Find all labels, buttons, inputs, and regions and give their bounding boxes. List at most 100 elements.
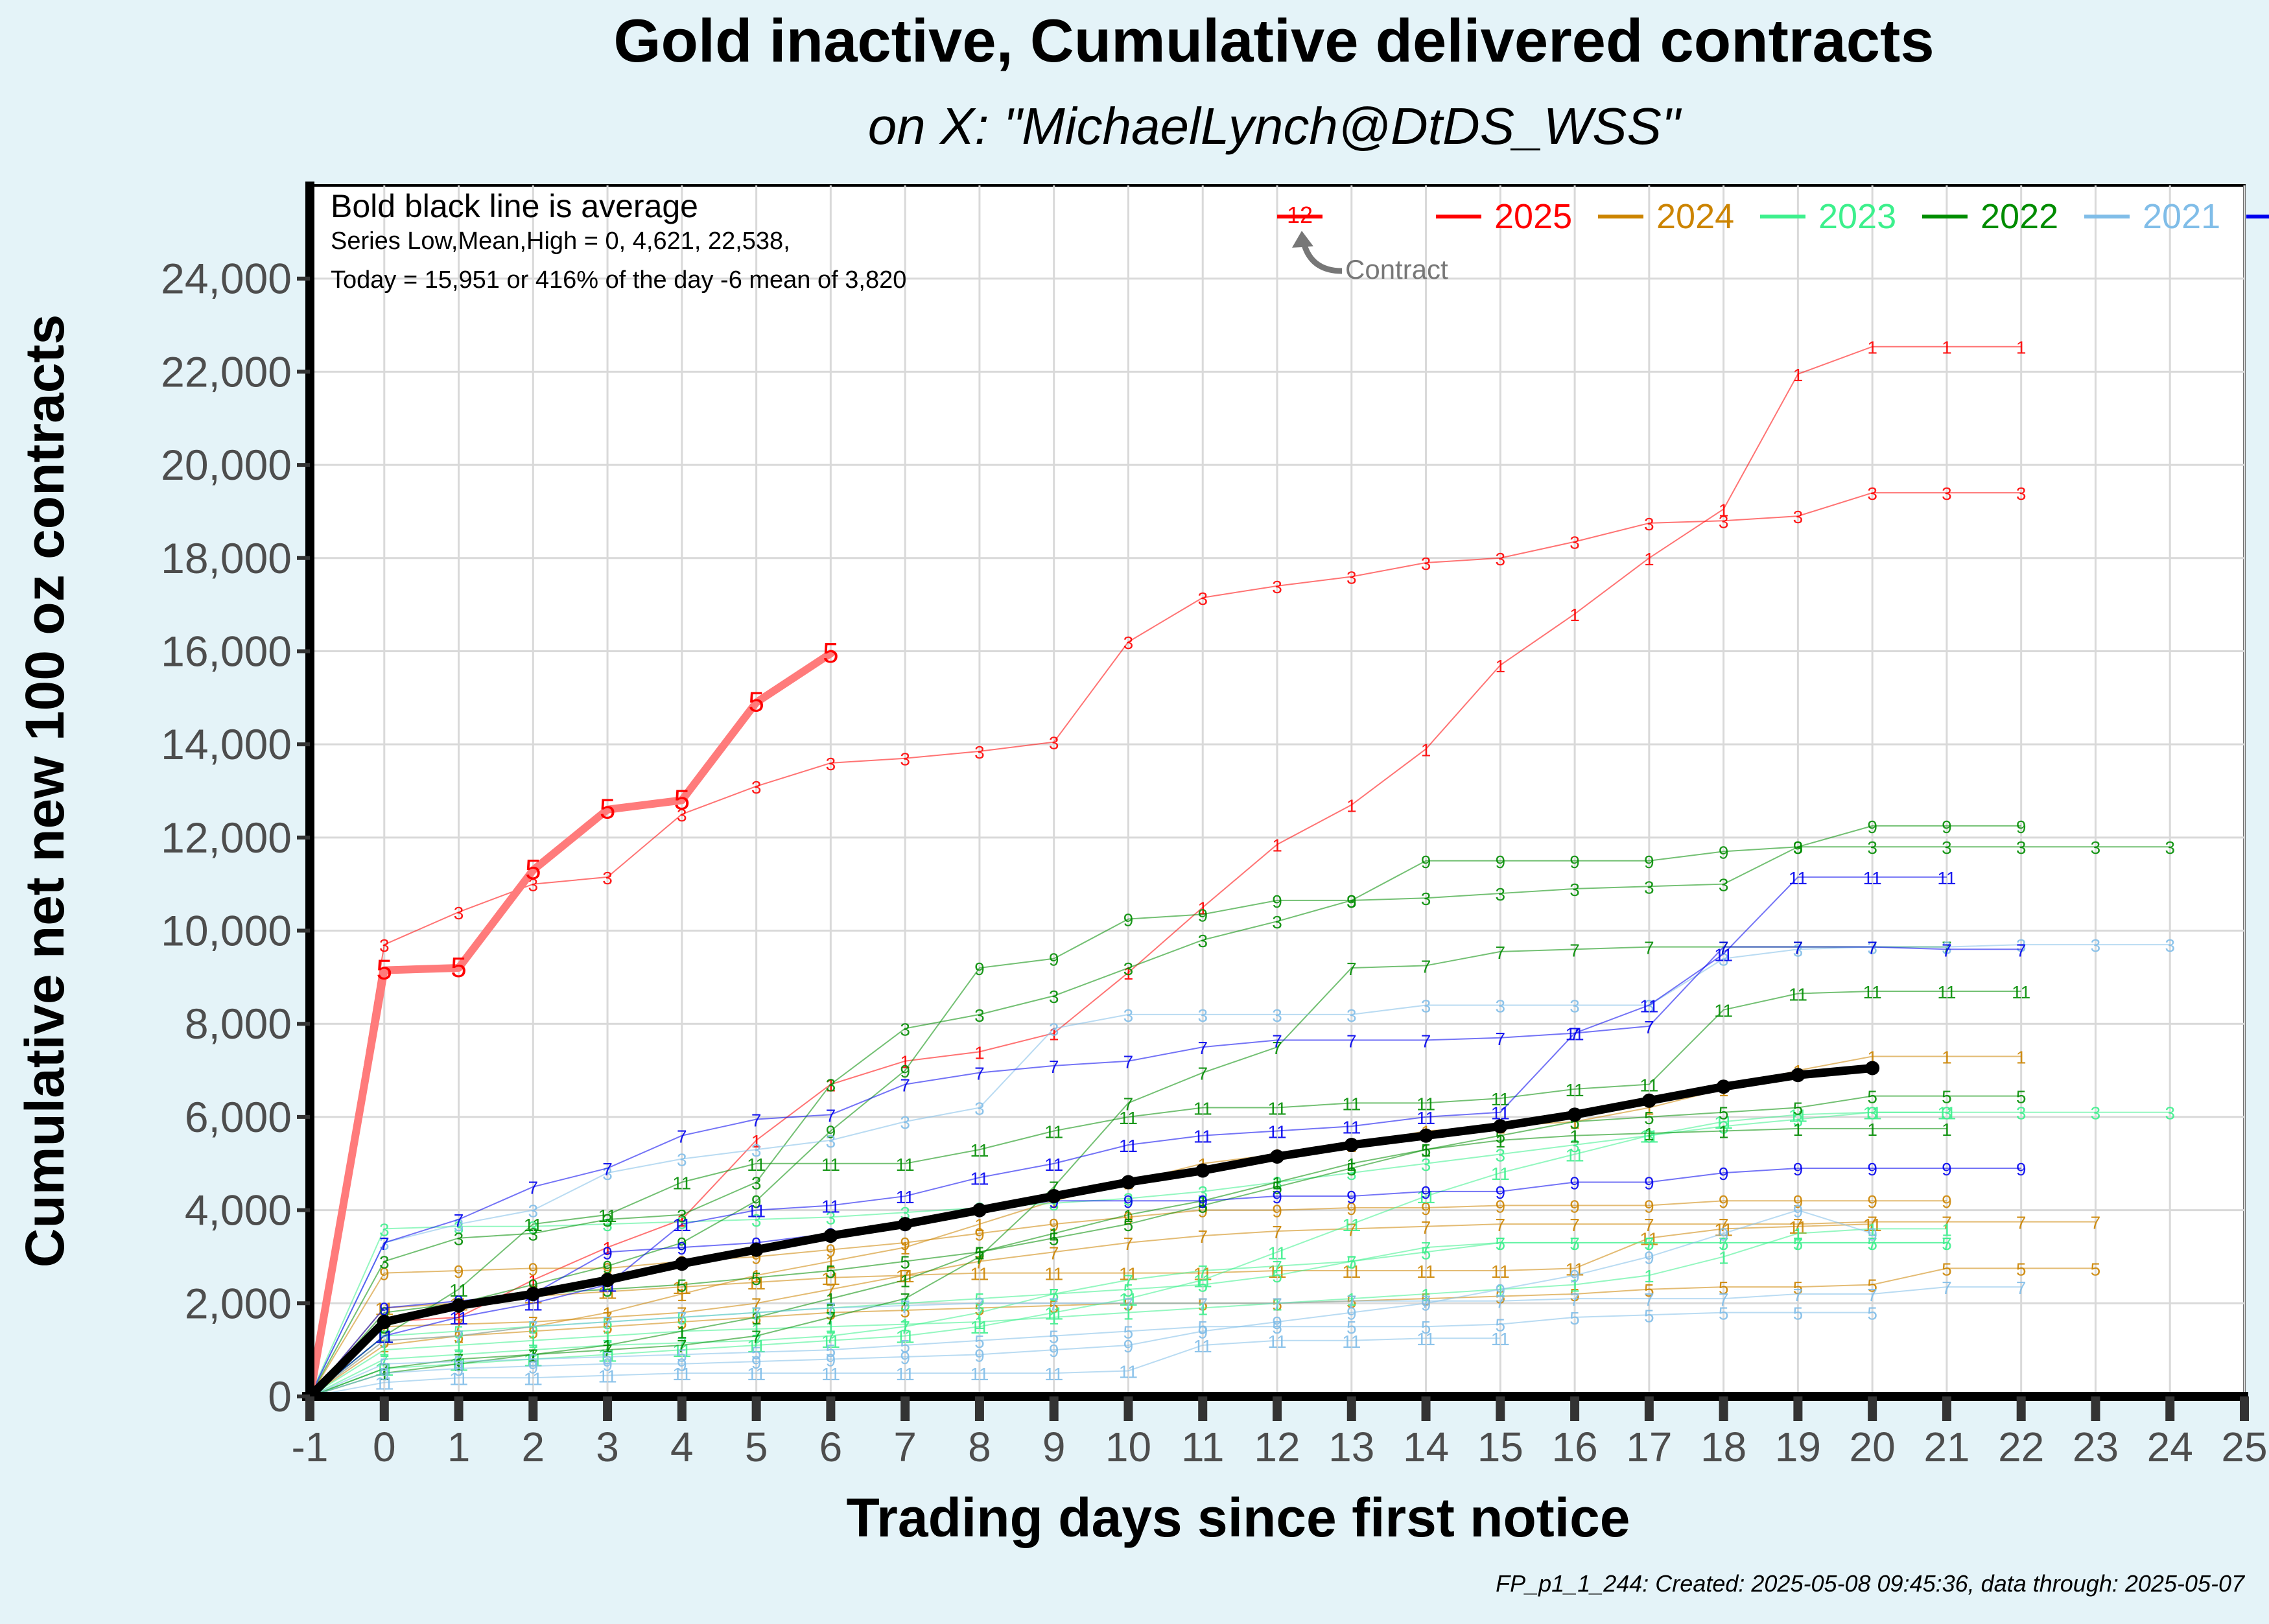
x-tick-label: 24 (2147, 1424, 2193, 1470)
point-label: 11 (1193, 1099, 1212, 1119)
point-label: 1 (602, 1304, 613, 1324)
series-line (309, 1111, 2170, 1397)
point-label: 7 (1123, 1094, 1134, 1114)
point-label: 5 (974, 1243, 985, 1263)
point-label: 5 (1197, 1317, 1208, 1337)
point-label: 5 (1197, 1294, 1208, 1314)
point-label: 5 (454, 1352, 464, 1372)
point-label: 11 (1491, 1164, 1510, 1184)
point-label: 9 (1496, 1183, 1506, 1203)
point-label: 7 (1197, 1262, 1208, 1282)
point-label: 7 (1867, 1213, 1877, 1233)
point-label: 5 (1719, 1278, 1729, 1298)
point-label: 5 (674, 784, 690, 816)
point-label: 3 (379, 1253, 390, 1273)
point-label: 5 (600, 794, 615, 825)
point-label: 9 (900, 1061, 910, 1081)
legend-items: 202520242023202220212020 (1436, 197, 2269, 236)
point-label: 5 (1197, 1276, 1208, 1296)
point-label: 9 (751, 1352, 762, 1372)
point-label: 9 (1719, 1225, 1729, 1245)
point-label: 1 (602, 1327, 613, 1347)
series-line (309, 946, 1947, 1397)
point-label: 11 (1491, 1329, 1510, 1349)
point-label: 11 (1267, 1122, 1286, 1142)
point-label: 5 (1644, 1306, 1654, 1326)
point-label: 3 (1123, 1006, 1134, 1026)
point-label: 3 (1569, 1136, 1580, 1156)
average-point (1195, 1163, 1210, 1178)
x-tick-label: 1 (447, 1424, 471, 1470)
point-label: 9 (1123, 910, 1134, 930)
series-line (309, 946, 2021, 1397)
point-label: 11 (1044, 1122, 1063, 1142)
point-label: 7 (1197, 1294, 1208, 1314)
point-label: 5 (677, 1308, 687, 1328)
point-label: 7 (677, 1127, 687, 1147)
point-label: 11 (1714, 945, 1733, 965)
point-label: 7 (826, 1280, 836, 1300)
point-label: 7 (900, 1266, 910, 1286)
point-label: 5 (1346, 1317, 1357, 1337)
point-label: 1 (900, 1271, 910, 1291)
y-tick-label: 4,000 (185, 1186, 292, 1234)
point-label: 11 (1342, 1117, 1361, 1137)
point-label: 5 (1867, 1304, 1877, 1324)
series-2021-contract-3: 3 3 3 3 3 3 3 3 3 3 3 3 3 3 3 3 3 3 3 3 3 3 3 3 3 (309, 936, 2175, 1397)
point-label: 11 (1789, 985, 1807, 1005)
point-label: 7 (1496, 1292, 1506, 1312)
point-label: 5 (1049, 1285, 1059, 1305)
point-label: 3 (677, 1213, 687, 1233)
point-label: 3 (1569, 880, 1580, 900)
point-label: 5 (1569, 1308, 1580, 1328)
point-label: 11 (1789, 1105, 1807, 1125)
point-label: 3 (974, 1006, 985, 1026)
point-label: 9 (974, 1225, 985, 1245)
point-label: 7 (751, 1304, 762, 1324)
point-label: 1 (1719, 500, 1729, 520)
x-tick-label: 19 (1775, 1424, 1821, 1470)
point-label: 3 (1197, 1006, 1208, 1026)
point-label: 1 (1942, 1120, 1952, 1140)
point-label: 11 (598, 1345, 617, 1365)
point-label: 9 (528, 1357, 539, 1377)
point-label: 7 (1272, 1222, 1282, 1242)
point-label: 1 (1569, 1127, 1580, 1147)
point-label: 9 (1644, 1196, 1654, 1216)
point-label: 1 (1272, 836, 1282, 856)
series-2022-contract-3: 3 3 3 3 3 3 3 3 3 3 3 3 3 3 3 3 3 3 3 3 3 3 3 3 3 (309, 838, 2175, 1397)
point-label: 7 (2016, 940, 2027, 960)
annotation-today: Today = 15,951 or 416% of the day -6 mea… (331, 266, 906, 294)
point-label: 11 (672, 1364, 691, 1384)
x-axis-ticks: -1 0 1 2 3 4 5 6 7 8 9 10 11 12 13 14 15 16 17 18 19 20 21 22 23… (292, 1396, 2268, 1470)
point-label: 5 (1496, 1315, 1506, 1336)
x-tick-label: 9 (1042, 1424, 1066, 1470)
y-tick-label: 6,000 (185, 1093, 292, 1141)
point-label: 7 (1049, 1057, 1059, 1077)
point-label: 7 (1942, 940, 1952, 960)
point-label: 7 (1569, 1215, 1580, 1235)
point-label: 3 (1867, 484, 1877, 504)
point-label: 3 (2016, 1103, 2027, 1124)
point-label: 7 (751, 1327, 762, 1347)
gridlines (309, 185, 2246, 1398)
point-label: 9 (1049, 950, 1059, 970)
point-label: 7 (900, 1297, 910, 1317)
average-point (674, 1256, 689, 1271)
x-tick-label: 7 (893, 1424, 917, 1470)
point-label: 7 (1793, 1234, 1804, 1254)
point-label: 9 (826, 1241, 836, 1261)
point-label: 5 (823, 637, 838, 669)
point-label: 3 (1421, 996, 1431, 1016)
point-label: 7 (1049, 1285, 1059, 1305)
legend-label-2021: 2021 (2143, 197, 2220, 236)
x-tick-label: 13 (1328, 1424, 1374, 1470)
point-label: 5 (826, 1341, 836, 1361)
point-label: 3 (1942, 484, 1952, 504)
y-axis-label: Cumulative net new 100 oz contracts (14, 314, 75, 1267)
x-tick-label: 3 (596, 1424, 619, 1470)
point-label: 11 (1714, 1219, 1733, 1240)
x-axis-label: Trading days since first notice (846, 1487, 1630, 1548)
point-label: 3 (379, 1219, 390, 1240)
